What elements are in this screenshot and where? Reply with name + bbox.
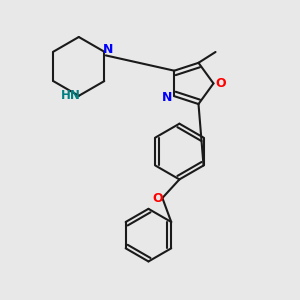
Text: N: N: [103, 43, 113, 56]
Text: HN: HN: [61, 89, 81, 102]
Text: O: O: [215, 77, 226, 90]
Text: O: O: [152, 192, 163, 206]
Text: N: N: [162, 91, 172, 104]
